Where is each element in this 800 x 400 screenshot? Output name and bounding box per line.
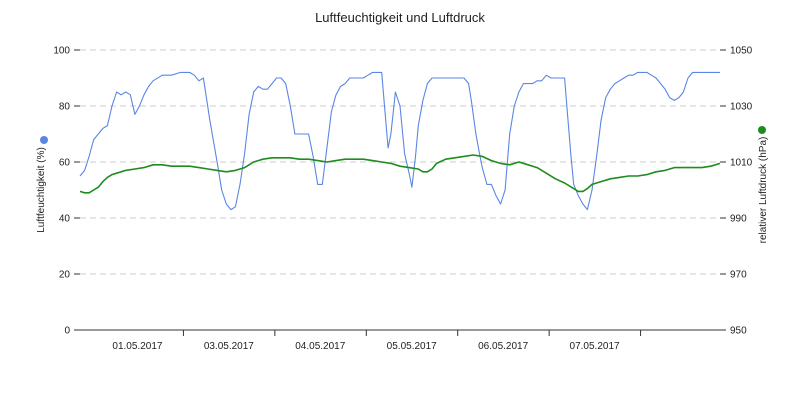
right-tick-label: 990 xyxy=(730,214,747,225)
left-tick-label: 0 xyxy=(64,326,70,337)
right-axis-title: relativer Luftdruck (hPa) xyxy=(758,137,769,244)
gridlines xyxy=(80,49,720,275)
right-tick-label: 1010 xyxy=(730,158,753,169)
left-tick-label: 100 xyxy=(53,46,70,57)
right-tick-label: 970 xyxy=(730,270,747,281)
x-tick-label: 05.05.2017 xyxy=(387,341,437,352)
left-tick-label: 60 xyxy=(59,158,71,169)
right-tick-label: 950 xyxy=(730,326,747,337)
left-tick-label: 40 xyxy=(59,214,71,225)
pressure-series-line xyxy=(79,154,721,194)
right-tick-label: 1050 xyxy=(730,46,753,57)
x-tick-label: 07.05.2017 xyxy=(570,341,620,352)
x-tick-label: 04.05.2017 xyxy=(295,341,345,352)
right-tick-label: 1030 xyxy=(730,102,753,113)
x-tick-label: 03.05.2017 xyxy=(204,341,254,352)
x-tick-label: 01.05.2017 xyxy=(112,341,162,352)
humidity-series-line xyxy=(79,71,720,211)
pressure-legend-dot xyxy=(758,126,766,134)
left-axis-title: Luftfeuchtigkeit (%) xyxy=(36,147,47,233)
left-tick-label: 20 xyxy=(59,270,71,281)
x-tick-label: 06.05.2017 xyxy=(478,341,528,352)
right-axis-ticks: 950 970 990 1010 1030 1050 xyxy=(720,46,753,337)
humidity-legend-dot xyxy=(40,136,48,144)
x-axis-ticks: 01.05.2017 03.05.2017 04.05.2017 05.05.2017… xyxy=(112,330,642,352)
left-tick-label: 80 xyxy=(59,102,71,113)
left-axis-ticks: 0 20 40 60 80 100 xyxy=(53,46,80,337)
series-layer xyxy=(79,71,721,211)
chart-title: Luftfeuchtigkeit und Luftdruck xyxy=(315,10,485,25)
